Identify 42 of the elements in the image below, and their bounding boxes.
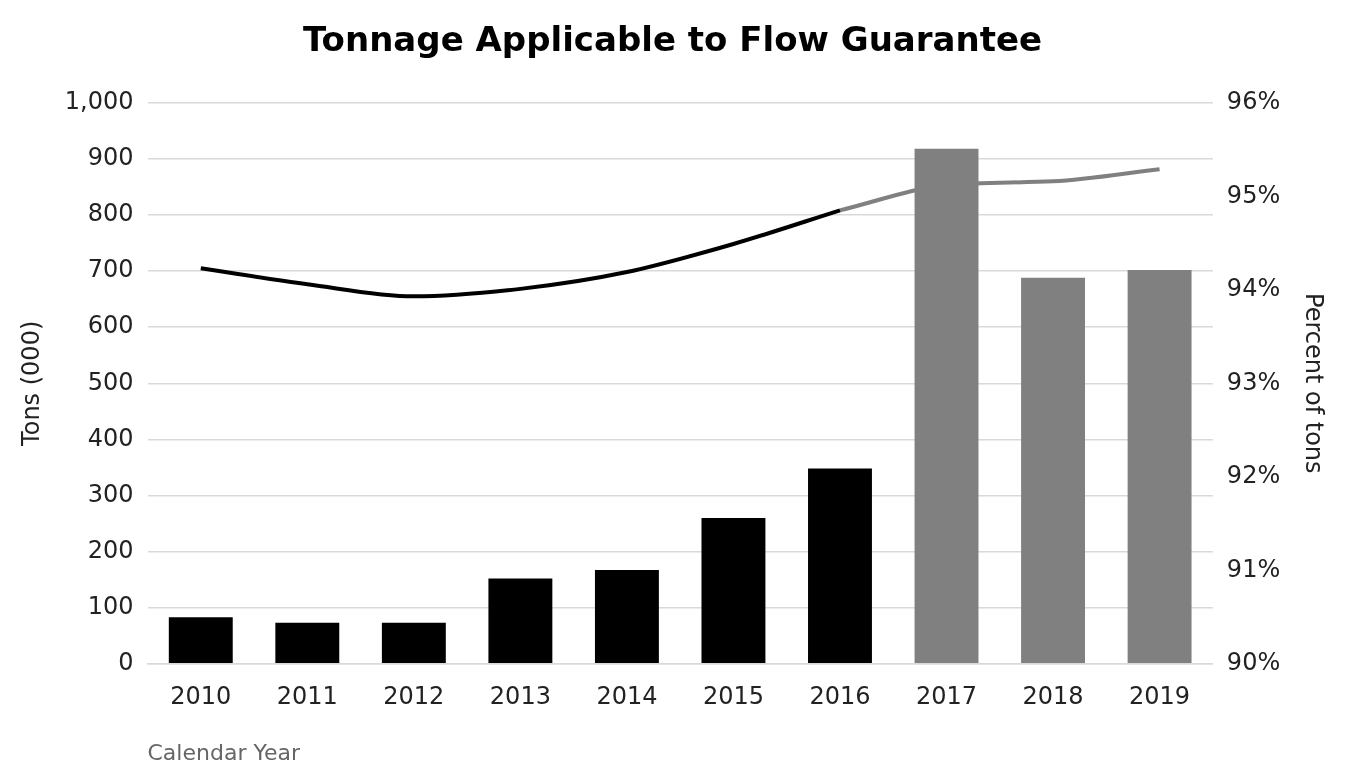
x-tick-label: 2011: [276, 682, 338, 711]
x-tick-label: 2016: [809, 682, 871, 711]
bar: [701, 517, 766, 664]
y2-tick-label: 91%: [1226, 554, 1281, 583]
y2-tick-label: 90%: [1226, 648, 1281, 677]
y-tick-label: 300: [87, 479, 134, 508]
y2-tick-label: 92%: [1226, 461, 1281, 490]
x-axis-title: Calendar Year: [147, 739, 301, 765]
bar: [168, 617, 233, 664]
y2-axis-title: Percent of tons: [1300, 293, 1329, 474]
bar: [1127, 269, 1192, 664]
bar: [808, 468, 872, 664]
y2-tick-label: 95%: [1226, 180, 1281, 209]
y2-tick-label: 96%: [1226, 87, 1281, 116]
bar: [594, 570, 659, 664]
y-tick-label: 200: [87, 535, 134, 564]
y-axis-title: Tons (000): [16, 320, 45, 447]
bar: [275, 622, 340, 664]
bar: [1021, 277, 1086, 664]
x-tick-label: 2018: [1022, 682, 1084, 711]
bar: [381, 622, 446, 664]
bar: [488, 578, 553, 664]
line-series: [198, 208, 842, 299]
y-tick-label: 800: [87, 199, 134, 228]
x-tick-label: 2019: [1129, 682, 1191, 711]
y-tick-label: 700: [87, 255, 134, 284]
x-tick-label: 2012: [383, 682, 445, 711]
x-tick-label: 2010: [170, 682, 232, 711]
y-tick-label: 400: [87, 423, 134, 452]
y-tick-label: 100: [87, 591, 134, 620]
y2-tick-label: 94%: [1226, 274, 1281, 303]
chart-title: Tonnage Applicable to Flow Guarantee: [302, 19, 1043, 60]
y-tick-label: 1,000: [64, 87, 134, 116]
x-tick-label: 2015: [702, 682, 764, 711]
y-tick-label: 900: [87, 143, 134, 172]
x-tick-label: 2013: [489, 682, 551, 711]
y-tick-label: 0: [118, 648, 134, 677]
y-tick-label: 500: [87, 367, 134, 396]
y-tick-label: 600: [87, 311, 134, 340]
x-tick-label: 2017: [915, 682, 978, 711]
y2-tick-label: 93%: [1226, 367, 1281, 396]
x-tick-label: 2014: [596, 682, 658, 711]
